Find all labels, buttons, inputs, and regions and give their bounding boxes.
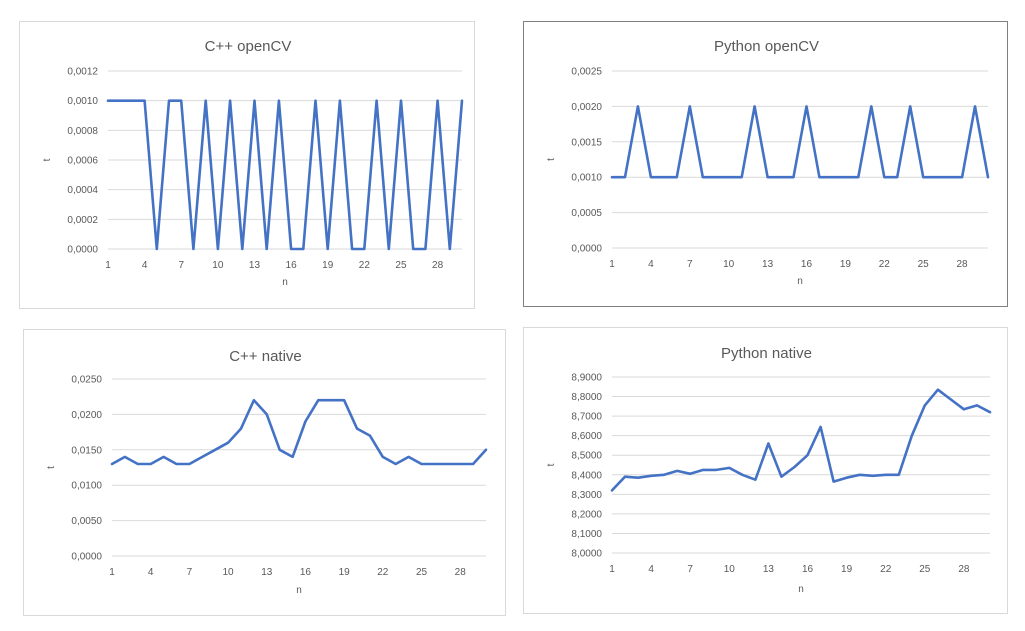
x-tick-label: 22: [359, 260, 371, 271]
y-tick-label: 0,0002: [67, 215, 98, 226]
y-tick-label: 8,4000: [571, 470, 602, 481]
y-axis-label: t: [546, 463, 557, 466]
y-tick-label: 8,1000: [571, 529, 602, 540]
series-line: [110, 398, 488, 466]
chart-python-native: Python native 8,0000 8,1000 8,2000 8,3000 8,4…: [523, 327, 1008, 614]
chart-title: C++ openCV: [205, 38, 292, 55]
x-tick-label: 7: [187, 567, 193, 578]
x-axis-label: n: [798, 584, 804, 595]
y-tick-label: 8,0000: [571, 549, 602, 560]
chart-title: C++ native: [229, 348, 302, 365]
x-tick-label: 7: [178, 260, 184, 271]
x-tick-label: 19: [841, 564, 853, 575]
y-tick-label: 8,6000: [571, 431, 602, 442]
y-tick-label: 0,0015: [571, 137, 602, 148]
series-line: [610, 105, 990, 179]
x-tick-label: 10: [724, 564, 736, 575]
x-tick-label: 1: [609, 564, 615, 575]
x-tick-label: 16: [286, 260, 298, 271]
series-line: [610, 388, 992, 492]
y-tick-label: 8,9000: [571, 373, 602, 384]
x-axis-label: n: [797, 276, 803, 287]
x-axis-label: n: [282, 277, 288, 288]
y-axis-label: t: [42, 158, 53, 161]
x-tick-label: 4: [142, 260, 148, 271]
x-tick-label: 25: [395, 260, 407, 271]
y-tick-label: 0,0150: [71, 445, 102, 456]
chart-cpp-native: C++ native 0,0000 0,0050 0,0100 0,0150 0,0200…: [23, 329, 506, 616]
x-tick-label: 28: [957, 259, 969, 270]
x-tick-label: 4: [648, 259, 654, 270]
x-axis-label: n: [296, 585, 302, 596]
chart-python-opencv: Python openCV 0,0000 0,0005 0,0010 0,0015 0,0…: [523, 21, 1008, 307]
x-tick-label: 16: [801, 259, 813, 270]
x-tick-label: 22: [879, 259, 891, 270]
x-tick-label: 22: [880, 564, 892, 575]
x-tick-label: 1: [105, 260, 111, 271]
chart-python-native-svg: Python native 8,0000 8,1000 8,2000 8,3000 8,4…: [546, 345, 992, 595]
y-tick-label: 8,3000: [571, 490, 602, 501]
x-tick-label: 25: [918, 259, 930, 270]
y-tick-label: 0,0005: [571, 208, 602, 219]
y-tick-label: 0,0000: [71, 552, 102, 563]
y-tick-label: 0,0100: [71, 481, 102, 492]
x-tick-label: 1: [109, 567, 115, 578]
chart-cpp-native-svg: C++ native 0,0000 0,0050 0,0100 0,0150 0,0200…: [46, 348, 488, 596]
x-tick-label: 13: [762, 259, 774, 270]
y-tick-label: 0,0020: [571, 102, 602, 113]
x-tick-label: 28: [432, 260, 444, 271]
x-tick-label: 13: [763, 564, 775, 575]
x-tick-label: 10: [723, 259, 735, 270]
y-tick-label: 8,5000: [571, 451, 602, 462]
x-tick-label: 25: [919, 564, 931, 575]
x-tick-label: 16: [802, 564, 814, 575]
x-tick-label: 19: [322, 260, 334, 271]
y-tick-label: 0,0010: [67, 96, 98, 107]
y-tick-label: 0,0006: [67, 156, 98, 167]
chart-python-opencv-svg: Python openCV 0,0000 0,0005 0,0010 0,0015 0,0…: [546, 38, 990, 287]
x-tick-label: 7: [687, 259, 693, 270]
x-tick-label: 4: [148, 567, 154, 578]
x-tick-label: 16: [300, 567, 312, 578]
x-tick-label: 28: [455, 567, 467, 578]
x-tick-label: 28: [958, 564, 970, 575]
y-axis-label: t: [46, 466, 57, 469]
chart-title: Python openCV: [714, 38, 819, 55]
x-tick-label: 19: [339, 567, 351, 578]
y-tick-label: 0,0025: [571, 67, 602, 78]
x-tick-label: 22: [377, 567, 389, 578]
x-tick-label: 10: [212, 260, 224, 271]
chart-cpp-opencv: C++ openCV 0,0000 0,0002 0,0004 0,0006 0,0008…: [19, 21, 475, 309]
y-tick-label: 8,8000: [571, 392, 602, 403]
y-tick-label: 0,0200: [71, 410, 102, 421]
y-tick-label: 0,0010: [571, 173, 602, 184]
x-tick-label: 7: [687, 564, 693, 575]
y-tick-label: 0,0000: [571, 244, 602, 255]
y-tick-label: 0,0250: [71, 375, 102, 386]
chart-cpp-opencv-svg: C++ openCV 0,0000 0,0002 0,0004 0,0006 0,0008…: [42, 38, 464, 288]
y-tick-label: 0,0050: [71, 516, 102, 527]
x-tick-label: 13: [249, 260, 261, 271]
y-tick-label: 8,7000: [571, 412, 602, 423]
x-tick-label: 1: [609, 259, 615, 270]
y-tick-label: 0,0004: [67, 185, 98, 196]
chart-title: Python native: [721, 345, 812, 362]
y-tick-label: 8,2000: [571, 509, 602, 520]
x-tick-label: 4: [648, 564, 654, 575]
x-tick-label: 25: [416, 567, 428, 578]
y-tick-label: 0,0012: [67, 67, 98, 78]
x-tick-label: 10: [223, 567, 235, 578]
x-tick-label: 13: [261, 567, 273, 578]
y-tick-label: 0,0000: [67, 245, 98, 256]
y-axis-label: t: [546, 158, 557, 161]
y-tick-label: 0,0008: [67, 126, 98, 137]
x-tick-label: 19: [840, 259, 852, 270]
series-line: [106, 99, 464, 251]
